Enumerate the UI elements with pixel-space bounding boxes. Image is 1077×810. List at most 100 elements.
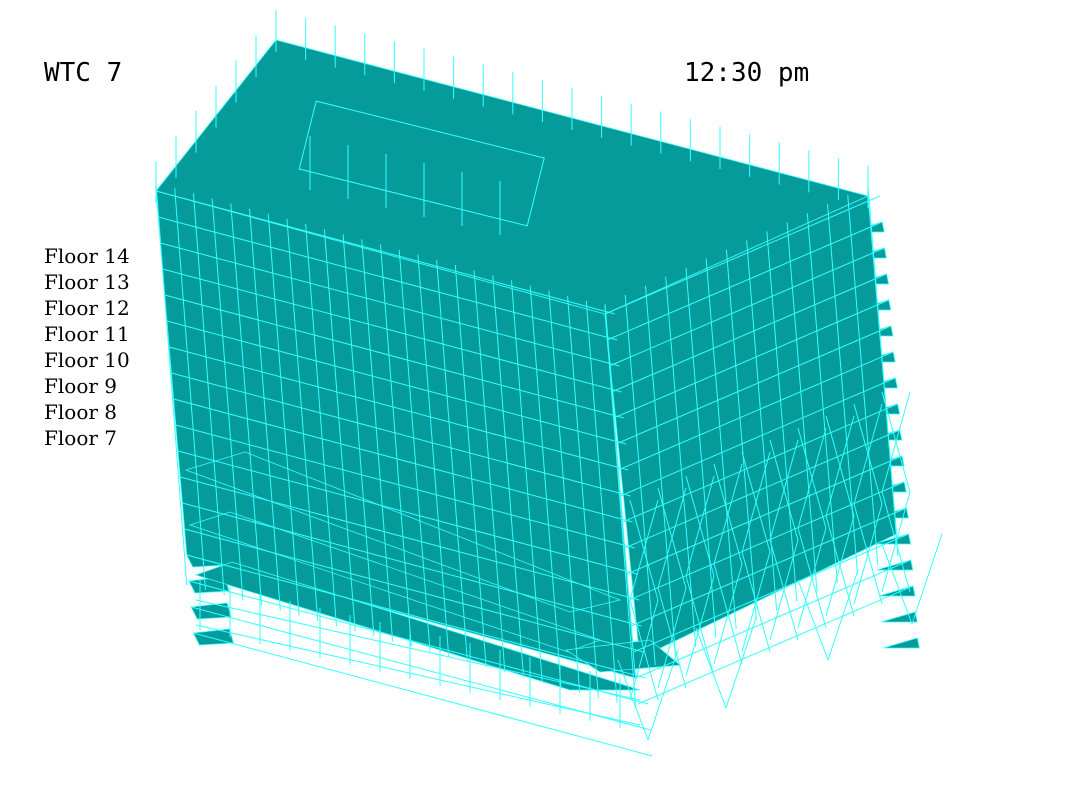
- floor-line: [626, 455, 903, 575]
- floor-line: [193, 632, 653, 757]
- roof-mechanical-outline: [298, 100, 545, 227]
- column-line: [766, 231, 798, 602]
- column-line: [685, 267, 717, 638]
- base-beam: [195, 599, 641, 701]
- column-line: [665, 276, 697, 647]
- column-line: [585, 300, 618, 703]
- brace-line: [657, 487, 687, 589]
- floor-line: [633, 533, 909, 653]
- brace-line: [685, 575, 715, 677]
- column-line: [211, 198, 244, 601]
- column-line: [230, 203, 263, 606]
- floor-line: [182, 502, 642, 627]
- floor-label: Floor 14: [44, 244, 130, 268]
- brace-line: [713, 563, 743, 665]
- column-line: [342, 234, 375, 637]
- floor-line: [180, 476, 640, 601]
- floor-line: [637, 585, 914, 705]
- column-line: [267, 213, 300, 616]
- column-line: [192, 193, 225, 596]
- column-line: [567, 295, 599, 698]
- column-line: [705, 258, 737, 629]
- column-line: [847, 195, 879, 566]
- brace-line: [769, 439, 799, 541]
- column-line: [644, 285, 676, 656]
- time-label: 12:30 pm: [684, 58, 810, 88]
- floor-line: [191, 606, 651, 731]
- brace-line: [685, 475, 715, 577]
- column-line: [155, 182, 188, 586]
- brace-line: [825, 515, 855, 617]
- brace-line: [657, 587, 687, 689]
- floor-line: [184, 528, 644, 653]
- floor-line: [186, 554, 646, 679]
- brace-line: [825, 415, 855, 517]
- floor-line: [160, 242, 620, 367]
- floor-line: [635, 559, 911, 679]
- floor-line: [609, 247, 885, 367]
- truss-line: [647, 649, 679, 741]
- floor-line: [618, 351, 894, 471]
- floor-slab-edge: [881, 611, 918, 623]
- column-line: [323, 229, 356, 632]
- floor-line: [169, 346, 629, 471]
- column-line: [510, 280, 543, 683]
- floor-label: Floor 9: [44, 374, 117, 398]
- column-line: [305, 223, 337, 627]
- floor-line: [173, 398, 633, 523]
- floor-slab-edge: [883, 637, 920, 649]
- brace-line: [713, 463, 743, 565]
- floor-label: Floor 11: [44, 322, 130, 346]
- truss-line: [911, 533, 943, 625]
- column-line: [473, 270, 506, 673]
- floor-line: [162, 268, 622, 393]
- base-beam: [195, 624, 641, 726]
- column-line: [806, 213, 838, 584]
- brace-line: [769, 539, 799, 641]
- lower-floor-slab: [194, 561, 641, 691]
- floor-line: [171, 372, 631, 497]
- brace-line: [881, 491, 911, 593]
- floor-line: [607, 221, 883, 341]
- truss-line: [827, 569, 859, 661]
- floor-line: [620, 377, 896, 497]
- column-line: [786, 222, 818, 593]
- wtc7-structural-model: [155, 10, 943, 757]
- truss-line: [881, 543, 913, 625]
- truss-line: [617, 659, 649, 741]
- floor-line: [613, 299, 889, 419]
- column-line: [867, 185, 899, 557]
- column-line: [286, 218, 319, 621]
- column-line: [746, 240, 778, 611]
- floor-label: Floor 12: [44, 296, 130, 320]
- column-line: [529, 285, 562, 688]
- column-line: [249, 208, 281, 611]
- brace-line: [629, 499, 659, 601]
- column-line: [398, 249, 431, 652]
- floor-line: [158, 216, 618, 341]
- column-line: [436, 259, 468, 662]
- truss-line: [797, 579, 829, 661]
- floor-line: [164, 294, 624, 419]
- floor-line: [188, 580, 649, 705]
- floor-line: [604, 195, 881, 315]
- truss-line: [695, 627, 727, 709]
- column-line: [174, 188, 207, 591]
- floor-line: [615, 325, 892, 445]
- brace-line: [741, 551, 771, 653]
- column-line: [417, 254, 450, 657]
- floor-line: [177, 450, 638, 575]
- model-title: WTC 7: [44, 58, 123, 88]
- brace-line: [741, 451, 771, 553]
- brace-line: [629, 599, 659, 701]
- floor-line: [624, 429, 900, 549]
- truss-line: [725, 617, 757, 709]
- floor-list: Floor 14 Floor 13 Floor 12 Floor 11 Floor 10…: [44, 243, 130, 451]
- brace-line: [797, 427, 827, 529]
- column-line: [380, 244, 412, 647]
- brace-line: [881, 391, 911, 493]
- floor-line: [155, 190, 616, 315]
- floor-line: [611, 273, 887, 393]
- floor-line: [175, 424, 635, 549]
